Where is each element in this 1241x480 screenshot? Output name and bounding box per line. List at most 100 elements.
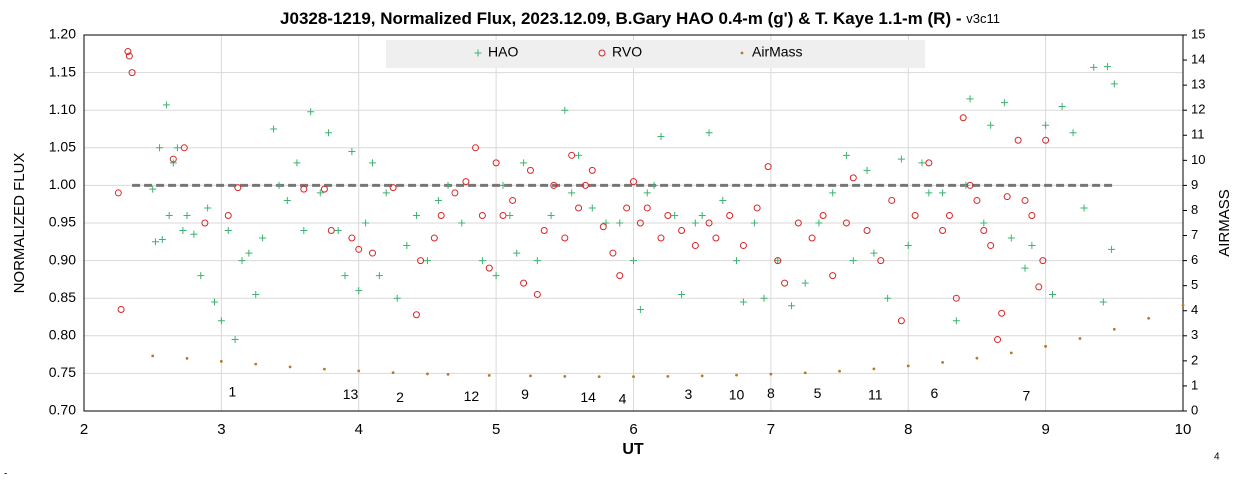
hao-point [1028,242,1036,250]
x-tick-label: 10 [1175,421,1192,438]
hao-point [1110,80,1118,88]
hao-point [1090,63,1098,71]
x-tick-label: 9 [1041,421,1049,438]
hao-point [224,227,232,235]
rvo-point [959,114,967,122]
hao-point [513,249,521,257]
legend-marker [474,49,482,57]
x-tick-label: 5 [492,421,500,438]
rvo-point [980,227,988,235]
hao-point [787,302,795,310]
hao-point [733,257,741,265]
annotation: 1 [228,384,236,400]
hao-point [283,196,291,204]
hao-point [815,219,823,227]
hao-point [149,185,157,193]
rvo-point [526,166,534,174]
y-tick-label: 1.10 [49,101,76,117]
annotation: 13 [343,386,359,402]
rvo-point [451,189,459,197]
airmass-point [597,375,601,379]
annotation: 4 [619,390,627,406]
hao-point [158,236,166,244]
annotation: 6 [930,385,938,401]
rvo-point [664,211,672,219]
rvo-point [925,159,933,167]
hao-point [444,181,452,189]
rvo-point [485,264,493,272]
airmass-point [219,359,223,363]
rvo-point [478,211,486,219]
y2-tick-label: 1 [1191,377,1198,392]
hao-point [492,272,500,280]
airmass-point [838,369,841,373]
hao-point [204,204,212,212]
hao-point [774,257,782,265]
hao-point [698,211,706,219]
annotation: 10 [729,387,745,403]
y2-tick-label: 3 [1191,327,1198,342]
hao-point [499,181,507,189]
rvo-point [180,144,188,152]
rvo-point [412,311,420,319]
rvo-point [849,174,857,182]
hao-point [561,106,569,114]
hao-point [316,189,324,197]
rvo-point [581,181,589,189]
y2-tick-label: 11 [1191,127,1205,142]
x-tick-label: 4 [355,421,363,438]
airmass-point [288,365,292,369]
y-tick-label: 0.95 [49,214,76,230]
hao-point [691,219,699,227]
corner-mark: - [4,469,7,480]
legend-box [386,40,925,68]
rvo-point [1042,136,1050,144]
rvo-point [819,211,827,219]
y-axis-label: NORMALIZED FLUX [11,153,28,294]
annotation: 2 [396,389,404,405]
hao-point [520,159,528,167]
y-tick-label: 1.20 [49,26,76,42]
airmass-point [735,373,738,377]
rvo-point [224,211,232,219]
hao-point [884,294,892,302]
hao-point [325,129,333,137]
airmass-point [1112,327,1116,331]
rvo-point [753,204,761,212]
hao-point [183,211,191,219]
hao-point [1021,264,1029,272]
hao-point [270,125,278,133]
rvo-point [300,185,308,193]
legend-label: AirMass [752,44,803,60]
y2-axis-label: AIRMASS [1216,189,1233,257]
rvo-point [1039,257,1047,265]
hao-point [334,227,342,235]
rvo-point [389,184,397,192]
rvo-point [739,242,747,250]
hao-point [1042,121,1050,129]
hao-point [630,257,637,265]
hao-point [217,317,225,325]
rvo-point [550,181,558,189]
hao-point [980,219,988,227]
airmass-point [941,360,944,364]
y-tick-label: 0.80 [49,327,76,343]
hao-point [801,279,809,287]
rvo-point [533,290,541,298]
rvo-point [437,211,445,219]
hao-point [918,159,926,167]
hao-point [925,189,933,197]
hao-point [1007,234,1015,242]
hao-point [423,257,431,265]
hao-point [1000,99,1008,107]
hao-point [362,219,370,227]
hao-point [458,219,466,227]
rvo-point [888,196,896,204]
hao-point [506,211,514,219]
hao-point [643,189,651,197]
y2-tick-label: 2 [1191,352,1198,367]
hao-point [829,189,837,197]
rvo-point [966,181,974,189]
hao-point [355,287,363,295]
rvo-point [540,227,548,235]
